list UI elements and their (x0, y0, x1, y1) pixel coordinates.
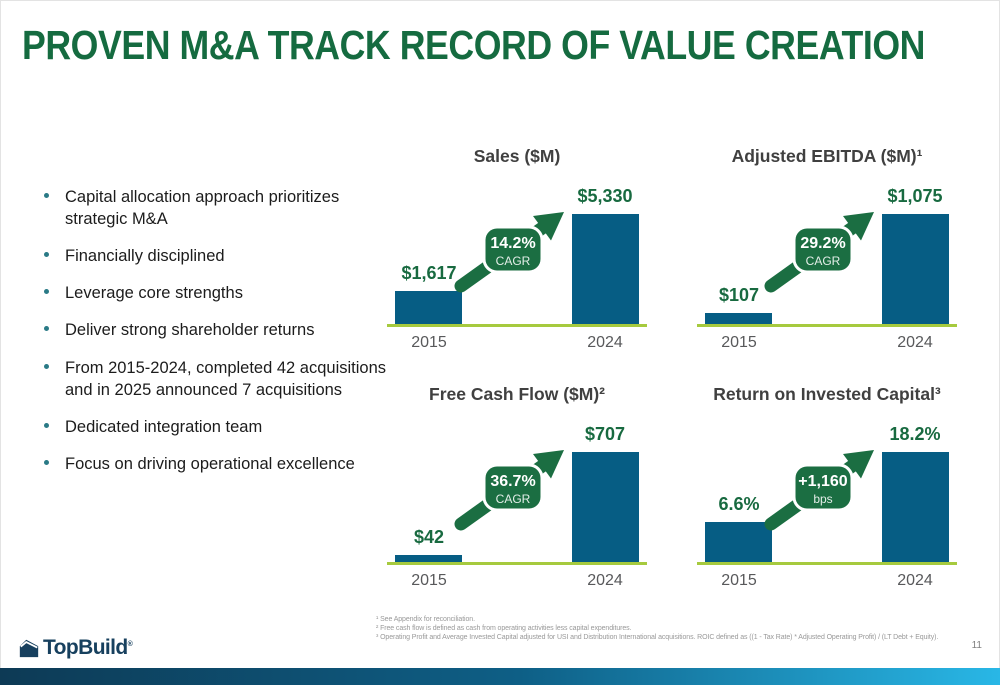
badge-value: 14.2% (490, 235, 535, 252)
value-label-2024: $1,075 (887, 186, 943, 206)
year-2024: 2024 (587, 334, 623, 351)
page-number: 11 (971, 640, 982, 651)
bullet-icon (44, 252, 49, 258)
value-label-2015: $1,617 (401, 263, 457, 283)
value-label-2024: $707 (584, 424, 626, 444)
bullet-text: Leverage core strengths (65, 284, 243, 303)
chart-sales: Sales ($M) $1,617 $5,330 14.2% CAGR 2015… (387, 146, 647, 352)
list-item: Deliver strong shareholder returns (38, 319, 388, 341)
value-label-2024: 18.2% (889, 424, 941, 444)
topbuild-logo: TopBuild® (18, 636, 133, 660)
registered-mark: ® (127, 641, 133, 648)
bullet-text: Dedicated integration team (65, 417, 263, 436)
footnotes: ¹ See Appendix for reconciliation. ² Fre… (376, 616, 996, 642)
chart-adjusted-ebitda: Adjusted EBITDA ($M)¹ $107 $1,075 29.2% … (697, 146, 957, 352)
list-item: Dedicated integration team (38, 416, 388, 438)
bullet-icon (44, 193, 49, 198)
bullet-text: Capital allocation approach prioritizes … (65, 188, 340, 229)
list-item: Financially disciplined (38, 245, 388, 267)
badge-unit: bps (813, 492, 832, 506)
chart-free-cash-flow: Free Cash Flow ($M)² $42 $707 36.7% CAGR… (387, 384, 647, 590)
x-axis-labels: 2015 2024 (697, 334, 957, 352)
value-label-2024: $5,330 (577, 186, 633, 206)
badge-value: +1,160 (798, 473, 847, 490)
bullet-text: Financially disciplined (65, 247, 225, 266)
bar-2015 (705, 313, 772, 324)
x-axis-labels: 2015 2024 (697, 572, 957, 590)
bar-2015 (705, 522, 772, 562)
badge-unit: CAGR (496, 254, 531, 268)
bar-2024 (882, 214, 949, 324)
chart-title: Free Cash Flow ($M)² (429, 384, 605, 404)
bottom-gradient-bar (0, 668, 1000, 685)
badge-unit: CAGR (496, 492, 531, 506)
value-label-2015: $107 (718, 285, 760, 305)
year-2015: 2015 (721, 334, 757, 351)
list-item: Leverage core strengths (38, 282, 388, 304)
bar-2024 (572, 452, 639, 562)
list-item: From 2015-2024, completed 42 acquisition… (38, 357, 388, 401)
footnote-1: ¹ See Appendix for reconciliation. (376, 616, 475, 623)
list-item: Focus on driving operational excellence (38, 453, 388, 475)
badge-unit: CAGR (806, 254, 841, 268)
x-axis-labels: 2015 2024 (387, 572, 647, 590)
bullet-icon (44, 326, 49, 332)
bar-2024 (572, 214, 639, 324)
chart-plot: 6.6% 18.2% +1,160 bps (697, 410, 957, 565)
year-2024: 2024 (587, 572, 623, 589)
page-title: PROVEN M&A TRACK RECORD OF VALUE CREATIO… (22, 22, 925, 68)
chart-plot: $42 $707 36.7% CAGR (387, 410, 647, 565)
bullet-text: Focus on driving operational excellence (65, 454, 355, 473)
chart-plot: $1,617 $5,330 14.2% CAGR (387, 172, 647, 327)
value-label-2015: $42 (413, 527, 445, 547)
x-axis-labels: 2015 2024 (387, 334, 647, 352)
bullet-icon (44, 422, 49, 428)
bullet-text: Deliver strong shareholder returns (65, 321, 315, 340)
chart-plot: $107 $1,075 29.2% CAGR (697, 172, 957, 327)
bullet-icon (44, 363, 49, 369)
bullet-text: From 2015-2024, completed 42 acquisition… (65, 358, 387, 399)
year-2015: 2015 (411, 334, 447, 351)
chart-title: Return on Invested Capital³ (713, 384, 941, 404)
list-item: Capital allocation approach prioritizes … (38, 186, 388, 230)
bullet-list: Capital allocation approach prioritizes … (38, 186, 388, 490)
year-2024: 2024 (897, 572, 933, 589)
footnote-3: ³ Operating Profit and Average Invested … (376, 633, 939, 641)
bar-2024 (882, 452, 949, 562)
bullet-icon (44, 459, 49, 465)
bullet-icon (44, 289, 49, 295)
year-2015: 2015 (411, 572, 447, 589)
chart-title: Adjusted EBITDA ($M)¹ (731, 146, 923, 166)
logo-text: TopBuild® (43, 636, 133, 659)
bar-2015 (395, 555, 462, 562)
chart-roic: Return on Invested Capital³ 6.6% 18.2% +… (697, 384, 957, 590)
badge-value: 36.7% (490, 473, 535, 490)
topbuild-house-icon (19, 639, 39, 658)
value-label-2015: 6.6% (718, 494, 760, 514)
year-2015: 2015 (721, 572, 757, 589)
footnote-2: ² Free cash flow is defined as cash from… (376, 624, 632, 632)
chart-title: Sales ($M) (473, 146, 561, 166)
bar-2015 (395, 291, 462, 324)
year-2024: 2024 (897, 334, 933, 351)
badge-value: 29.2% (800, 235, 845, 252)
